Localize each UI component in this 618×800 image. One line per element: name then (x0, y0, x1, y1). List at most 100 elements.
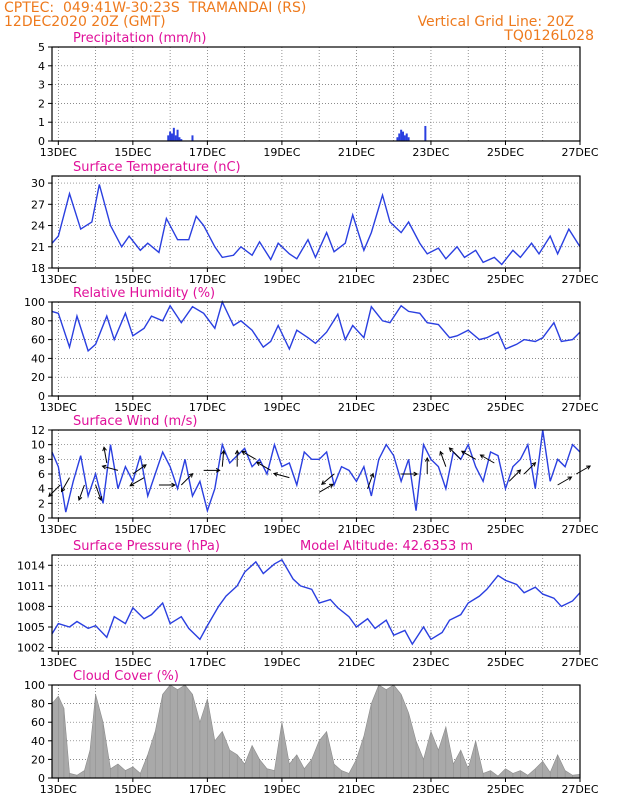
wind-arrow-head (255, 461, 261, 467)
wind-arrow-head (77, 496, 83, 502)
panel-title: Surface Pressure (hPa) (73, 539, 220, 554)
x-tick-label: 13DEC (40, 273, 77, 286)
x-tick-label: 13DEC (40, 523, 77, 536)
y-tick-label: 6 (38, 468, 45, 481)
x-tick-label: 15DEC (114, 401, 151, 414)
x-tick-label: 25DEC (487, 783, 524, 796)
x-tick-label: 17DEC (189, 146, 226, 159)
x-tick-label: 19DEC (263, 523, 300, 536)
precip-bar (169, 131, 172, 141)
precip-bar (396, 137, 399, 141)
wind-arrow-shaft (523, 462, 536, 475)
y-tick-label: 18 (31, 262, 45, 275)
wind-arrow-shaft (180, 473, 193, 486)
header-init-time: 12DEC2020 20Z (GMT) (4, 14, 166, 30)
y-tick-label: 0 (38, 772, 45, 785)
y-tick-label: 100 (24, 296, 45, 309)
y-tick-label: 3 (38, 79, 45, 92)
wind-arrow-head (221, 449, 226, 455)
wind-arrow-shaft (241, 450, 257, 460)
precip-bar (172, 127, 175, 141)
x-tick-label: 25DEC (487, 656, 524, 669)
x-tick-label: 25DEC (487, 146, 524, 159)
x-tick-label: 19DEC (263, 656, 300, 669)
x-tick-label: 17DEC (189, 401, 226, 414)
y-tick-label: 24 (31, 220, 45, 233)
y-tick-label: 2 (38, 497, 45, 510)
panel-frame (51, 429, 581, 519)
y-tick-label: 30 (31, 177, 45, 190)
precip-bar (191, 135, 194, 141)
x-tick-label: 27DEC (561, 523, 598, 536)
wind-arrow-shaft (95, 484, 102, 501)
wind-arrow-head (567, 476, 573, 481)
x-tick-label: 23DEC (412, 146, 449, 159)
wind-arrow-shaft (321, 473, 335, 485)
x-tick-label: 23DEC (412, 656, 449, 669)
wind-arrow-shaft (61, 477, 70, 492)
x-tick-label: 17DEC (189, 523, 226, 536)
wind-arrow-head (272, 472, 278, 477)
x-tick-label: 15DEC (114, 656, 151, 669)
x-tick-label: 23DEC (412, 401, 449, 414)
wind-arrow-shaft (103, 447, 108, 464)
wind-arrow-head (460, 450, 466, 456)
series-line (51, 300, 581, 353)
wind-arrow-shaft (576, 465, 591, 475)
y-tick-label: 10 (31, 439, 45, 452)
x-tick-label: 21DEC (338, 523, 375, 536)
x-tick-label: 17DEC (189, 273, 226, 286)
x-tick-label: 23DEC (412, 523, 449, 536)
x-tick-label: 21DEC (338, 273, 375, 286)
y-tick-label: 40 (31, 735, 45, 748)
panel-frame (51, 301, 581, 397)
wind-arrow-shaft (439, 451, 447, 467)
precip-bar (400, 129, 403, 141)
y-tick-label: 80 (31, 698, 45, 711)
panel-title: Precipitation (mm/h) (73, 31, 206, 46)
panel-title: Cloud Cover (%) (73, 669, 179, 684)
x-tick-label: 23DEC (412, 783, 449, 796)
wind-arrow-shaft (449, 447, 462, 460)
x-tick-label: 27DEC (561, 146, 598, 159)
x-tick-label: 13DEC (40, 146, 77, 159)
x-tick-label: 19DEC (263, 401, 300, 414)
y-tick-label: 60 (31, 716, 45, 729)
y-tick-label: 20 (31, 753, 45, 766)
x-tick-label: 21DEC (338, 783, 375, 796)
wind-arrow-head (60, 487, 66, 493)
wind-arrow-shaft (256, 461, 271, 471)
wind-arrow-head (141, 464, 147, 469)
x-tick-label: 13DEC (40, 401, 77, 414)
panel-title: Surface Wind (m/s) (73, 414, 197, 429)
series-line (51, 429, 581, 514)
y-tick-label: 4 (38, 60, 45, 73)
wind-arrow-head (516, 469, 522, 474)
header-location: CPTEC: 049:41W-30:23S TRAMANDAI (RS) (4, 0, 307, 16)
wind-arrow-shaft (557, 476, 572, 486)
header-code: TQ0126L028 (504, 28, 594, 44)
wind-arrow-head (97, 496, 103, 502)
y-tick-label: 2 (38, 97, 45, 110)
precip-bar (174, 135, 177, 141)
series-line (51, 558, 581, 646)
x-tick-label: 17DEC (189, 656, 226, 669)
wind-arrow-shaft (480, 454, 495, 464)
y-tick-label: 1008 (17, 600, 45, 613)
wind-arrow-head (448, 447, 454, 452)
wind-arrow-shaft (367, 473, 374, 489)
y-tick-label: 8 (38, 453, 45, 466)
wind-arrow-shaft (132, 464, 147, 475)
x-tick-label: 13DEC (40, 783, 77, 796)
x-tick-label: 19DEC (263, 783, 300, 796)
precip-bar (407, 137, 410, 141)
y-tick-label: 40 (31, 352, 45, 365)
wind-arrow-head (369, 472, 375, 478)
x-tick-label: 17DEC (189, 783, 226, 796)
y-tick-label: 100 (24, 679, 45, 692)
wind-arrow-shaft (508, 469, 521, 482)
x-tick-label: 27DEC (561, 783, 598, 796)
wind-arrow-head (101, 464, 107, 470)
x-tick-label: 21DEC (338, 146, 375, 159)
wind-arrow-head (439, 450, 444, 456)
